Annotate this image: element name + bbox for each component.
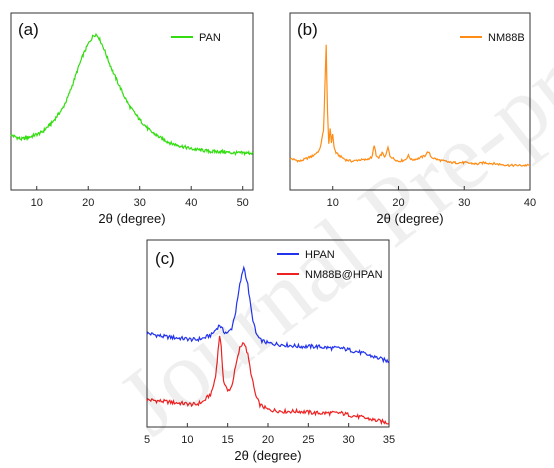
panel-b-label: (b) [297,20,318,39]
panel-c: (c) 5 10 15 20 25 30 35 2θ (degree) HPAN NM88B@HP… [144,239,395,463]
panel-b-frame [289,12,531,191]
panel-a-xtick-label: 20 [82,197,94,209]
panel-a-frame [10,12,254,191]
panel-a-legend-label-0: PAN [199,32,221,44]
panel-c-series-0 [146,265,390,364]
panel-c-xtick-label: 5 [144,434,150,446]
panel-b-series-0 [289,44,531,168]
panel-a-xtick-label: 50 [237,197,249,209]
panel-c-legend-label-0: HPAN [305,249,335,261]
panel-c-xtick-label: 10 [181,434,193,446]
panel-b-xtick-label: 30 [458,197,470,209]
panel-c-xtick-label: 35 [383,434,395,446]
panel-a-marks: 10 20 30 40 50 2θ (degree) PAN [10,32,254,226]
panel-c-xtick-label: 20 [262,434,274,446]
panel-c-xtick-label: 15 [222,434,234,446]
panel-b-legend-label-0: NM88B [488,32,525,44]
panel-b-xtick-label: 10 [327,197,339,209]
panel-c-legend-label-1: NM88B@HPAN [305,269,383,281]
panel-c-xtick-label: 30 [343,434,355,446]
panel-c-marks: 5 10 15 20 25 30 35 2θ (degree) HPAN NM88B@HPAN [144,249,395,463]
panel-a-xtick-label: 30 [134,197,146,209]
panel-c-xlabel: 2θ (degree) [234,448,301,463]
panel-b-xtick-label: 20 [392,197,404,209]
panel-b: (b) 10 20 30 40 2θ (degree) NM88B [289,12,536,226]
panel-b-xlabel: 2θ (degree) [376,211,443,226]
panel-b-xtick-label: 40 [524,197,536,209]
panel-c-label: (c) [155,249,175,268]
panel-a-series-0 [10,32,254,157]
panel-a-xtick-label: 40 [185,197,197,209]
panel-a-label: (a) [18,20,39,39]
panel-a-xtick-label: 10 [31,197,43,209]
panel-b-marks: 10 20 30 40 2θ (degree) NM88B [289,32,536,226]
panel-c-xtick-label: 25 [302,434,314,446]
panel-c-series-1 [146,335,390,426]
panel-a-xlabel: 2θ (degree) [98,211,165,226]
panel-a: (a) 10 20 30 40 50 2θ (degree) PAN [10,12,254,226]
